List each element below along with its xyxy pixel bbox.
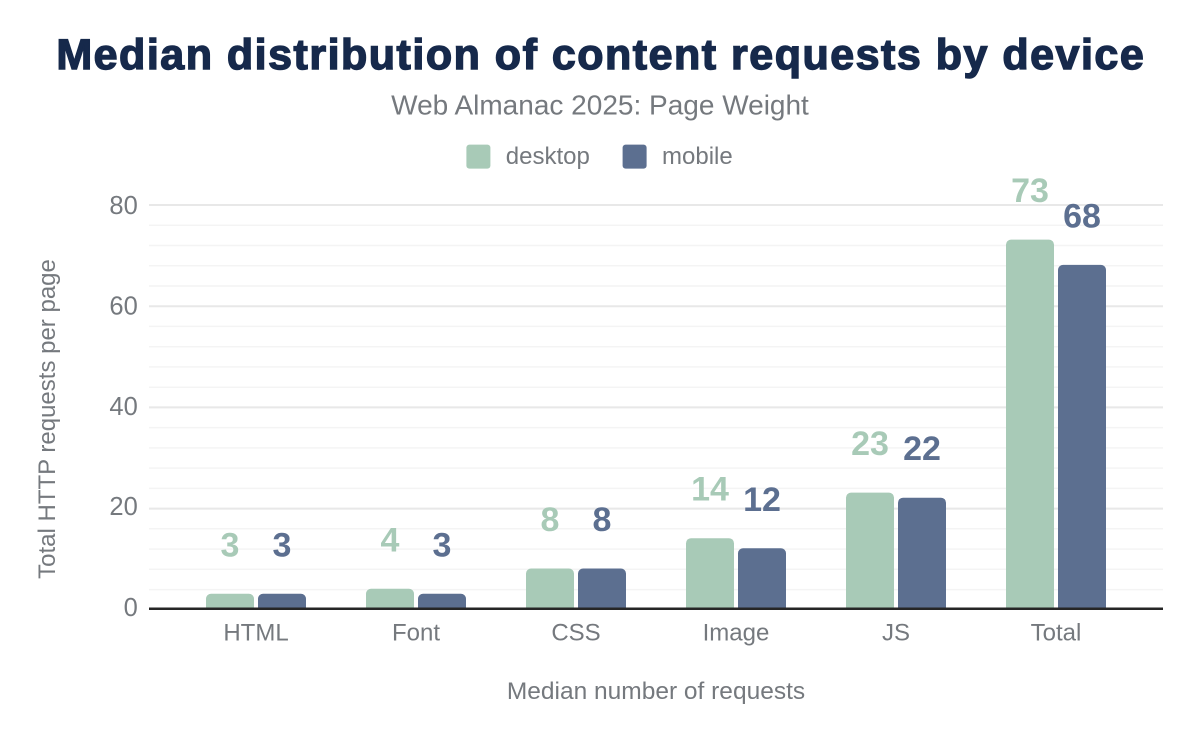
svg-text:60: 60: [109, 293, 137, 321]
svg-text:Web Almanac 2025: Page Weight: Web Almanac 2025: Page Weight: [391, 90, 809, 121]
svg-text:HTML: HTML: [223, 620, 288, 647]
svg-text:22: 22: [903, 430, 941, 468]
svg-text:CSS: CSS: [551, 620, 600, 647]
svg-text:8: 8: [593, 501, 612, 539]
svg-text:3: 3: [221, 526, 240, 564]
svg-text:mobile: mobile: [662, 143, 733, 170]
svg-text:73: 73: [1011, 172, 1049, 210]
svg-text:0: 0: [124, 594, 138, 622]
svg-text:Image: Image: [703, 620, 770, 647]
svg-text:14: 14: [691, 471, 729, 509]
svg-text:Font: Font: [392, 620, 440, 647]
svg-text:68: 68: [1063, 197, 1101, 235]
svg-text:desktop: desktop: [506, 143, 590, 170]
svg-text:Median distribution of content: Median distribution of content requests …: [56, 31, 1145, 79]
svg-text:Total: Total: [1031, 620, 1082, 647]
svg-text:12: 12: [743, 481, 781, 519]
svg-text:Total HTTP requests per page: Total HTTP requests per page: [34, 259, 61, 579]
svg-text:3: 3: [433, 526, 452, 564]
svg-text:40: 40: [109, 393, 137, 421]
svg-text:Median number of requests: Median number of requests: [507, 678, 805, 705]
svg-text:4: 4: [381, 521, 400, 559]
svg-text:JS: JS: [882, 620, 910, 647]
svg-text:20: 20: [109, 493, 137, 521]
svg-text:23: 23: [851, 425, 889, 463]
svg-text:8: 8: [541, 501, 560, 539]
svg-text:80: 80: [109, 192, 137, 220]
svg-text:3: 3: [273, 526, 292, 564]
